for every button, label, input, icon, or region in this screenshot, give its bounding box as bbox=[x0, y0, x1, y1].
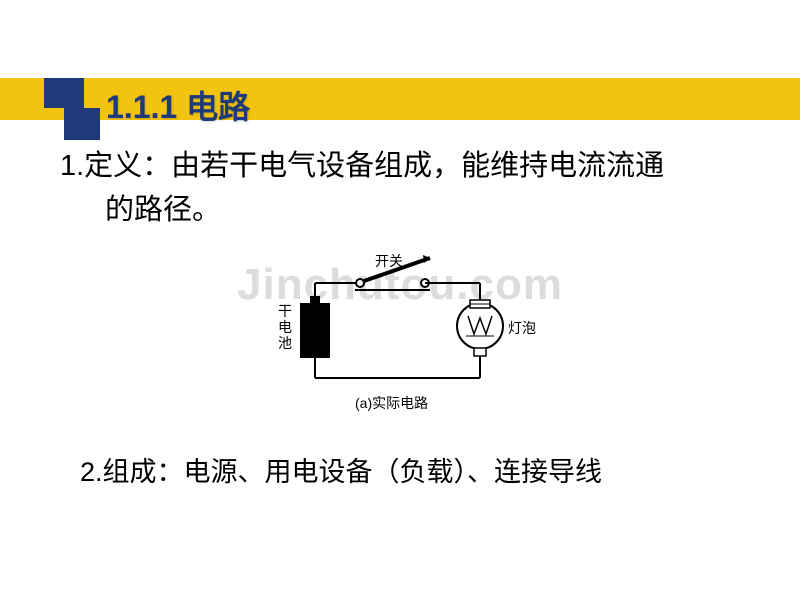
definition-line2: 的路径。 bbox=[60, 189, 740, 233]
blue-square-bottom bbox=[64, 108, 100, 140]
battery-label-1: 干 bbox=[278, 303, 292, 319]
blue-square-top bbox=[44, 78, 84, 108]
slide-title: 1.1.1 电路 bbox=[106, 82, 250, 128]
composition-text: 2.组成：电源、用电设备（负载）、连接导线 bbox=[80, 450, 730, 489]
battery-label-2: 电 bbox=[278, 319, 292, 335]
bulb-label: 灯泡 bbox=[508, 320, 536, 336]
battery-label-3: 池 bbox=[278, 335, 292, 351]
definition-text: 1.定义：由若干电气设备组成，能维持电流流通 的路径。 bbox=[60, 145, 740, 232]
definition-line1: 1.定义：由若干电气设备组成，能维持电流流通 bbox=[60, 145, 740, 189]
switch-label: 开关 bbox=[375, 253, 403, 269]
circuit-diagram: 开关 灯泡 干 电 池 (a)实际电路 bbox=[230, 248, 560, 428]
diagram-caption: (a)实际电路 bbox=[355, 395, 428, 411]
